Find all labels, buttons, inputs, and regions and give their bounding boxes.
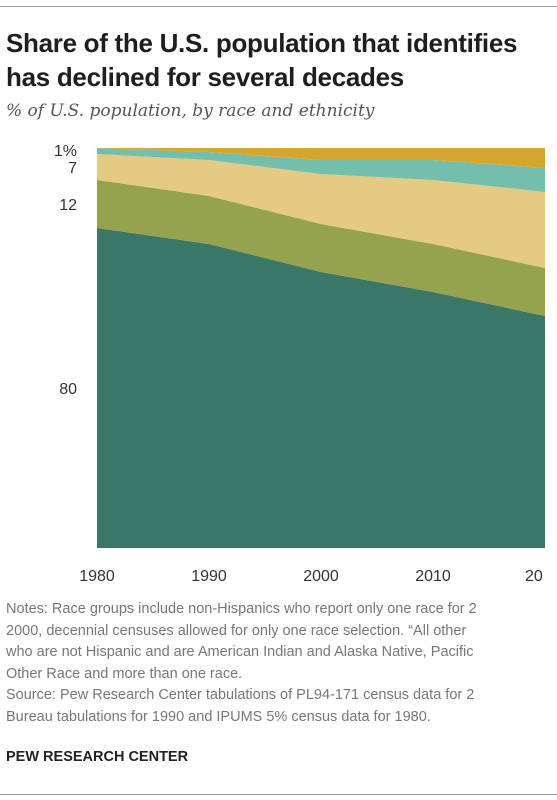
x-axis-tick-labels: 1980 1990 2000 2010 20 bbox=[79, 568, 543, 585]
chart-notes: Notes: Race groups include non-Hispanics… bbox=[6, 599, 557, 728]
stacked-area-chart: 1%7 12 80 1980 1990 2000 2010 20 bbox=[54, 143, 545, 585]
notes-line-3: who are not Hispanic and are American In… bbox=[6, 644, 474, 660]
pew-research-center-logo: PEW RESEARCH CENTER bbox=[6, 749, 189, 765]
chart-title-line-1: Share of the U.S. population that identi… bbox=[6, 28, 518, 58]
area-series-4 bbox=[97, 148, 545, 192]
top-rule bbox=[0, 6, 557, 7]
left-value-labels: 1%7 12 80 bbox=[54, 143, 77, 398]
x-tick-label-4: 2010 bbox=[415, 568, 451, 585]
left-label-1: 1% bbox=[54, 143, 77, 160]
area-series-3 bbox=[97, 154, 545, 268]
x-tick-label-1: 1980 bbox=[79, 568, 115, 585]
x-tick-label-5: 20 bbox=[525, 568, 543, 585]
left-label-2: 7 bbox=[68, 160, 77, 177]
left-label-3: 12 bbox=[59, 197, 77, 214]
chart-title-line-2: has declined for several decades bbox=[6, 62, 404, 92]
notes-line-1: Notes: Race groups include non-Hispanics… bbox=[6, 601, 477, 617]
source-line-1: Source: Pew Research Center tabulations … bbox=[6, 687, 475, 703]
area-series-2 bbox=[97, 180, 545, 316]
bottom-rule bbox=[0, 794, 557, 795]
source-line-2: Bureau tabulations for 1990 and IPUMS 5%… bbox=[6, 708, 431, 725]
notes-line-2: 2000, decennial censuses allowed for onl… bbox=[6, 622, 467, 639]
chart-subtitle: % of U.S. population, by race and ethnic… bbox=[6, 101, 375, 121]
area-layers bbox=[97, 148, 545, 548]
left-label-4: 80 bbox=[59, 381, 77, 398]
chart-title: Share of the U.S. population that identi… bbox=[6, 26, 517, 94]
area-series-5 bbox=[97, 148, 545, 168]
notes-line-4: Other Race and more than one race. bbox=[6, 665, 243, 682]
x-tick-label-3: 2000 bbox=[303, 568, 339, 585]
x-tick-label-2: 1990 bbox=[191, 568, 227, 585]
area-series-1 bbox=[97, 228, 545, 548]
